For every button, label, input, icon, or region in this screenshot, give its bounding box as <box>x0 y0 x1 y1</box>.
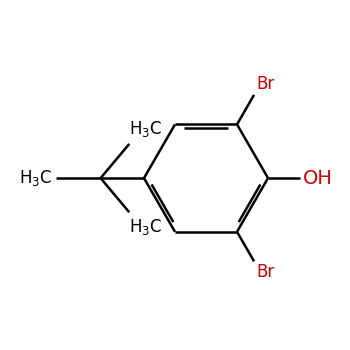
Text: Br: Br <box>256 263 274 281</box>
Text: Br: Br <box>256 75 274 93</box>
Text: H$_3$C: H$_3$C <box>129 119 162 139</box>
Text: H$_3$C: H$_3$C <box>129 217 162 237</box>
Text: OH: OH <box>303 169 332 188</box>
Text: H$_3$C: H$_3$C <box>19 168 52 188</box>
